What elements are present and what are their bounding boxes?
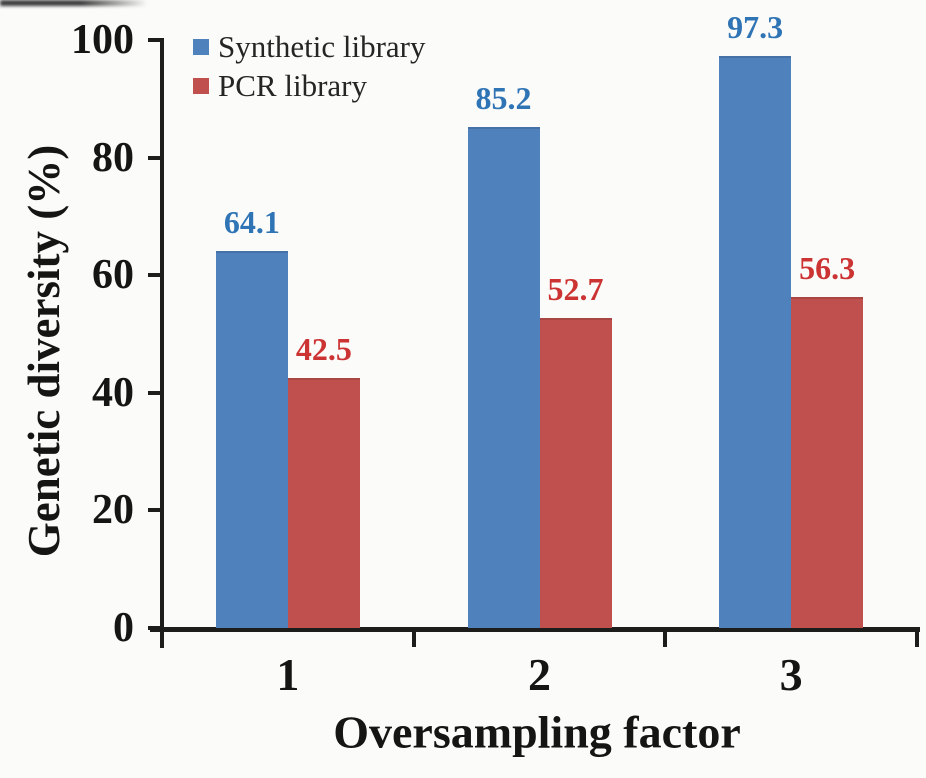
legend-label: Synthetic library xyxy=(218,29,426,64)
bar-pcr xyxy=(287,378,360,628)
x-axis-line xyxy=(150,627,920,632)
bar-pcr xyxy=(539,318,612,628)
y-tick-mark xyxy=(148,155,162,160)
x-category-label: 3 xyxy=(779,649,803,700)
x-tick-mark xyxy=(160,630,164,647)
x-category-label: 2 xyxy=(528,649,551,700)
x-tick-mark xyxy=(411,630,416,647)
bar-synthetic xyxy=(719,56,792,628)
y-tick-label: 40 xyxy=(92,369,134,416)
bar-value-label: 85.2 xyxy=(475,80,532,116)
legend-item: PCR library xyxy=(193,66,425,105)
bar-value-label: 52.7 xyxy=(547,271,604,307)
x-tick-mark xyxy=(663,630,668,647)
y-tick-label: 80 xyxy=(92,134,134,181)
scan-artifact xyxy=(0,0,148,6)
y-tick-mark xyxy=(148,508,162,513)
y-tick-mark xyxy=(148,390,162,395)
y-tick-label: 60 xyxy=(92,252,134,299)
legend-swatch-icon xyxy=(193,77,209,94)
x-category-label: 1 xyxy=(276,649,300,700)
y-tick-mark xyxy=(148,626,162,630)
legend-item: Synthetic library xyxy=(193,27,425,66)
bar-value-label: 42.5 xyxy=(295,331,352,367)
bar-value-label: 64.1 xyxy=(223,204,280,240)
y-tick-label: 100 xyxy=(71,17,134,63)
legend: Synthetic library PCR library xyxy=(193,27,425,105)
bar-pcr xyxy=(791,297,864,628)
y-tick-mark xyxy=(148,273,162,278)
y-axis-line xyxy=(160,38,164,648)
bar-value-label: 56.3 xyxy=(799,250,856,286)
legend-label: PCR library xyxy=(218,68,367,103)
bar-synthetic xyxy=(467,127,540,628)
y-tick-label: 20 xyxy=(92,487,134,534)
bar-synthetic xyxy=(215,251,288,628)
legend-swatch-icon xyxy=(193,38,209,55)
x-axis-title: Oversampling factor xyxy=(333,706,741,758)
x-tick-mark xyxy=(915,630,919,647)
bar-value-label: 97.3 xyxy=(727,9,784,45)
y-tick-mark xyxy=(148,38,162,42)
y-tick-label: 0 xyxy=(113,605,134,651)
